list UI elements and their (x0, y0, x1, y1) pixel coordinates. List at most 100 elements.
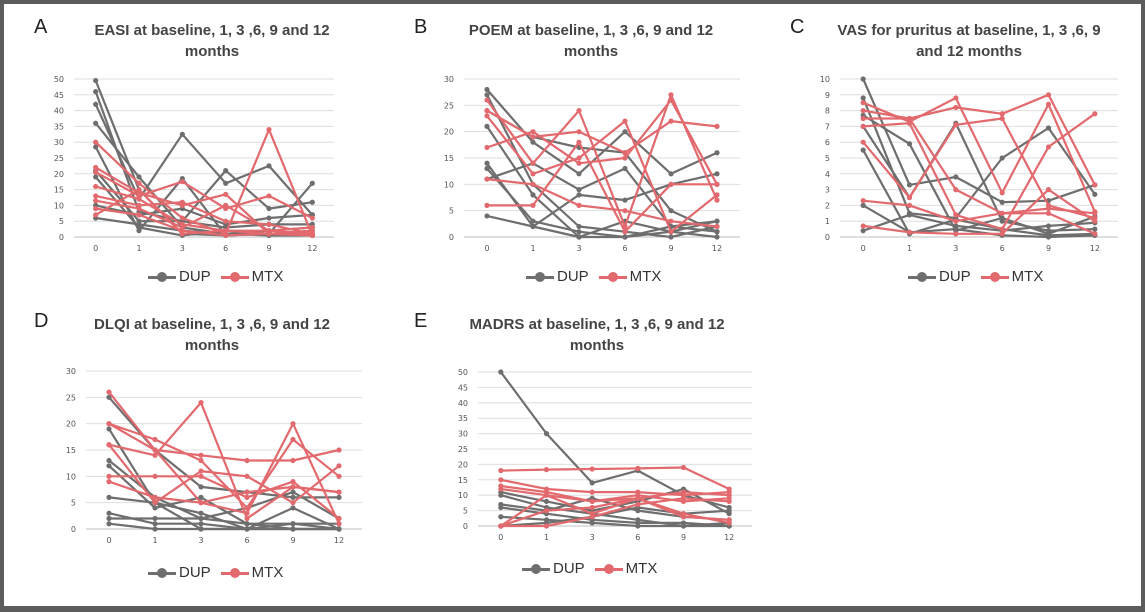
series-line-mtx (862, 117, 1096, 220)
legend-key-dup-icon (526, 271, 554, 282)
data-point-dup (93, 89, 99, 95)
y-tick-label: 15 (458, 476, 468, 485)
data-point-mtx (576, 139, 582, 145)
data-point-mtx (543, 467, 550, 473)
y-tick-label: 5 (71, 499, 76, 508)
data-point-mtx (680, 464, 687, 471)
data-point-mtx (635, 495, 641, 501)
data-point-dup (668, 234, 674, 240)
data-point-mtx (543, 523, 550, 529)
data-point-dup (530, 192, 536, 198)
data-point-mtx (336, 473, 342, 479)
data-point-mtx (266, 193, 272, 199)
y-tick-label: 5 (463, 507, 468, 516)
data-point-dup (198, 494, 204, 500)
y-tick-label: 10 (66, 472, 76, 481)
data-point-mtx (530, 160, 536, 166)
data-point-mtx (1092, 231, 1098, 237)
legend-key-dup-icon (908, 271, 936, 282)
data-point-mtx (136, 180, 142, 186)
data-point-mtx (93, 212, 99, 218)
y-tick-label: 3 (825, 186, 830, 195)
data-point-dup (106, 457, 112, 464)
data-point-mtx (198, 500, 204, 506)
data-point-mtx (152, 436, 158, 443)
data-point-mtx (589, 498, 595, 504)
series-line-mtx (94, 171, 314, 220)
data-point-mtx (244, 515, 250, 522)
data-point-mtx (93, 183, 99, 190)
data-point-mtx (576, 155, 582, 161)
x-tick-label: 6 (622, 244, 627, 253)
y-tick-label: 0 (825, 233, 830, 242)
x-tick-label: 9 (266, 244, 271, 253)
legend-key-mtx-icon (220, 271, 249, 282)
data-point-dup (336, 526, 342, 532)
x-tick-label: 3 (953, 244, 958, 253)
legend-item-dup: DUP (908, 268, 971, 285)
legend-key-dup-icon (148, 567, 176, 578)
data-point-dup (290, 521, 296, 527)
series-line-mtx (862, 199, 1096, 235)
line-chart: 0 5 10 15 20 25 30 35 40 45 50 0 1 3 6 9 12 (458, 368, 752, 542)
data-point-mtx (179, 199, 185, 205)
data-point-dup (668, 208, 674, 214)
data-point-dup (726, 508, 732, 514)
data-point-mtx (136, 205, 142, 212)
x-tick-label: 3 (590, 533, 595, 542)
series-line-mtx (107, 390, 341, 525)
data-point-dup (953, 174, 959, 180)
data-point-mtx (336, 463, 342, 469)
y-tick-label: 25 (458, 445, 468, 454)
series-line-dup (862, 149, 1096, 237)
data-point-dup (622, 197, 628, 203)
x-tick-label: 9 (668, 244, 673, 253)
data-point-mtx (668, 97, 674, 103)
y-tick-label: 9 (825, 91, 830, 100)
panel-e: E MADRS at baseline, 1, 3 ,6, 9 and 12 m… (386, 302, 761, 602)
data-point-mtx (622, 150, 628, 156)
data-point-mtx (152, 494, 158, 500)
x-tick-label: 12 (334, 536, 344, 545)
data-point-mtx (1045, 144, 1052, 150)
data-point-dup (530, 218, 536, 224)
data-point-dup (223, 180, 229, 186)
series-line-dup (862, 204, 1096, 239)
data-point-mtx (860, 108, 866, 114)
data-point-mtx (152, 452, 158, 458)
data-point-dup (484, 92, 490, 98)
data-point-mtx (530, 134, 536, 140)
data-point-mtx (484, 202, 490, 208)
data-point-dup (106, 394, 112, 400)
data-point-mtx (999, 111, 1005, 117)
data-point-mtx (93, 205, 99, 212)
series-line-mtx (499, 484, 731, 503)
data-point-dup (714, 171, 720, 177)
data-point-mtx (244, 473, 250, 479)
series-line-mtx (107, 422, 341, 462)
data-point-dup (244, 526, 250, 532)
x-tick-label: 0 (106, 536, 111, 545)
data-point-dup (152, 505, 158, 511)
data-point-mtx (668, 118, 674, 124)
legend-item-mtx: MTX (594, 560, 657, 577)
data-point-dup (714, 229, 720, 235)
data-point-mtx (714, 192, 720, 198)
data-point-mtx (1045, 92, 1052, 98)
legend-label: DUP (179, 268, 211, 285)
data-point-mtx (589, 466, 595, 472)
x-tick-label: 12 (307, 244, 317, 253)
data-point-dup (1045, 228, 1052, 234)
series-line-mtx (862, 112, 1096, 231)
y-tick-label: 5 (825, 154, 830, 163)
y-tick-label: 30 (444, 75, 454, 84)
series-line-dup (94, 103, 314, 216)
data-point-mtx (999, 115, 1005, 122)
data-point-mtx (714, 197, 720, 203)
data-point-mtx (136, 187, 142, 193)
data-point-mtx (1092, 182, 1098, 188)
x-tick-label: 0 (861, 244, 866, 253)
data-point-dup (589, 480, 595, 486)
data-point-mtx (530, 181, 536, 187)
data-point-mtx (906, 120, 913, 126)
